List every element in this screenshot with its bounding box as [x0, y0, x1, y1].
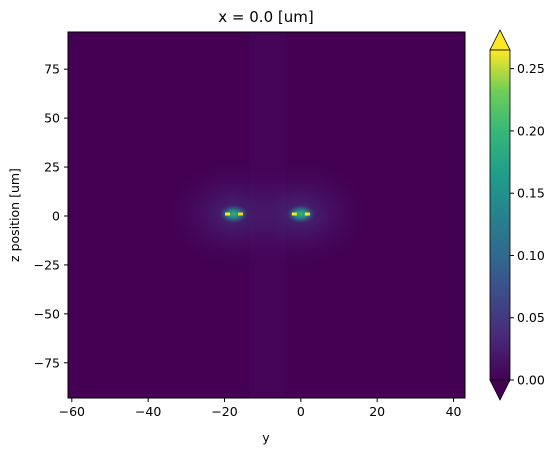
chart-title-text: x = 0.0 [um]: [218, 8, 313, 26]
y-tick-label: −75: [34, 355, 60, 370]
x-tick-label: −20: [211, 404, 237, 419]
chart-title: x = 0.0 [um]: [218, 8, 313, 26]
x-tick-label: −60: [59, 404, 85, 419]
y-axis-label: z position [um]: [7, 168, 22, 262]
colorbar-tick-label: 0.05: [517, 310, 545, 325]
colorbar-tick-label: 0.15: [517, 186, 545, 201]
colorbar-tick-label: 0.00: [517, 373, 545, 388]
hotspot-peak: [291, 212, 297, 216]
hotspot-layer: [164, 32, 371, 398]
colorbar-extend-top: [489, 29, 511, 51]
y-tick-label: 0: [52, 208, 60, 223]
y-axis: 75 50 25 0 −25 −50 −75: [34, 62, 68, 370]
plot-area: [68, 32, 465, 398]
y-tick-label: −25: [34, 257, 60, 272]
hotspot-peak: [304, 212, 310, 216]
x-axis-label: y: [262, 430, 270, 445]
y-tick-label: −50: [34, 306, 60, 321]
colorbar-gradient: [489, 49, 511, 381]
x-tick-label: 20: [369, 404, 385, 419]
colorbar-tick-label: 0.10: [517, 248, 545, 263]
colorbar-extend-bottom: [489, 379, 511, 401]
x-tick-label: −40: [135, 404, 161, 419]
x-axis: −60 −40 −20 0 20 40: [59, 398, 462, 419]
y-tick-label: 25: [44, 160, 60, 175]
x-tick-label: 0: [297, 404, 305, 419]
colorbar-tick-label: 0.25: [517, 61, 545, 76]
plot-frame: [67, 31, 466, 399]
colorbar-tick-label: 0.20: [517, 123, 545, 138]
hotspot-core: [286, 205, 315, 224]
y-tick-label: 50: [44, 111, 60, 126]
y-tick-label: 75: [44, 62, 60, 77]
colorbar-ticks: 0.00 0.05 0.10 0.15 0.20 0.25: [510, 61, 545, 388]
x-tick-label: 40: [446, 404, 462, 419]
hotspot-peak: [225, 212, 231, 216]
colorbar: 0.00 0.05 0.10 0.15 0.20 0.25: [489, 29, 545, 401]
